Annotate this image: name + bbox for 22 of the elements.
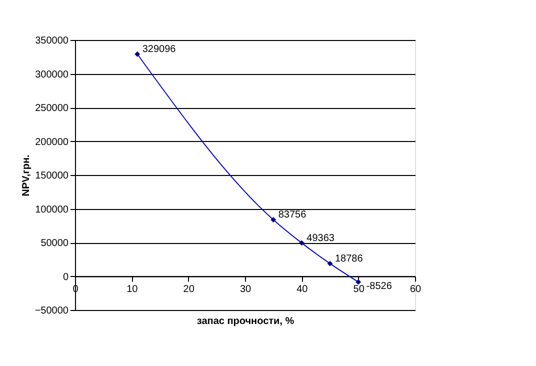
x-tick-label: 50	[353, 284, 365, 295]
y-axis-title: NPV,грн.	[20, 154, 32, 196]
x-axis-title: запас прочности, %	[196, 316, 294, 327]
y-tick-label: 150000	[35, 170, 69, 182]
y-tick-label: 300000	[35, 69, 69, 80]
x-tick-label: 60	[410, 284, 422, 295]
y-tick-label: 250000	[35, 103, 69, 114]
data-label: 18786	[335, 254, 364, 265]
x-tick-label: 30	[240, 284, 252, 295]
y-tick-label: 100000	[35, 204, 69, 216]
data-label: -8526	[366, 281, 392, 292]
y-tick-label: 0	[62, 272, 69, 283]
y-tick-label: −50000	[34, 306, 69, 316]
y-tick-label: 50000	[40, 238, 69, 249]
x-tick-label: 20	[183, 284, 195, 295]
x-tick-label: 10	[126, 284, 138, 295]
y-tick-label: 200000	[35, 136, 69, 148]
data-label: 49363	[306, 232, 335, 244]
data-label: 83756	[278, 210, 307, 221]
data-label: 329096	[142, 44, 176, 56]
x-tick-label: 40	[296, 284, 308, 295]
y-tick-label: 350000	[35, 36, 69, 46]
